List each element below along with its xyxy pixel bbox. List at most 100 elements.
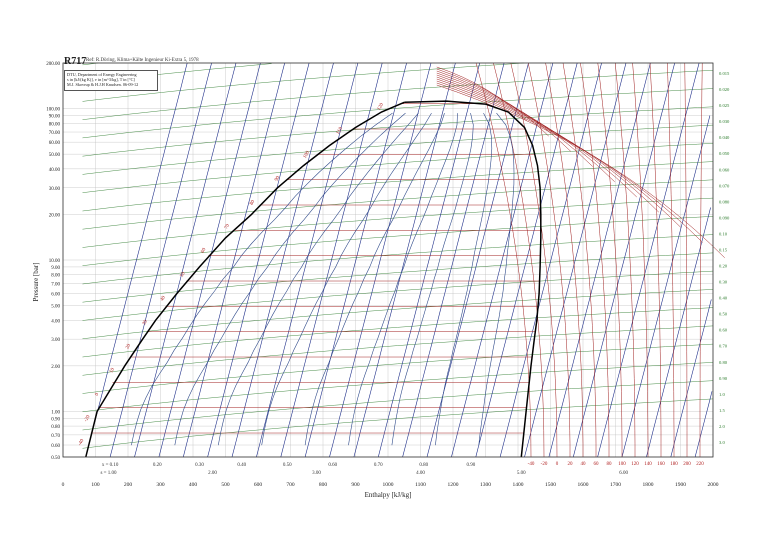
x-tick-label: 0 [62,482,65,488]
x-tick-label: 1900 [675,482,686,488]
y-tick-label: 50.00 [49,153,61,158]
x-tick-label: 700 [286,482,295,488]
isentrope-line [694,391,713,458]
x-tick-label: 600 [254,482,263,488]
y-tick-label: 2.00 [51,365,60,370]
isotherm-label: 120 [377,102,385,111]
quality-line [261,112,432,446]
isotherm-label: 30 [142,319,149,326]
y-tick-label: 9.00 [51,266,60,271]
quality-line [304,113,445,446]
volume-label: 0.020 [719,87,730,92]
isochore-lines [82,62,714,449]
x-tick-label: 100 [91,482,100,488]
isochore-line [82,289,714,340]
x-tick-label: 1300 [480,482,491,488]
y-tick-label: 6.00 [51,293,60,298]
isentrope-line [109,62,212,458]
isotherm-line [562,62,597,457]
isotherm-line [580,62,610,457]
isochore-line [82,234,714,285]
volume-label: 0.20 [719,264,728,269]
isotherm-line [614,62,636,457]
volume-label: 0.050 [719,151,730,156]
y-tick-label: 0.90 [51,417,60,422]
y-tick-label: 30.00 [49,187,61,192]
isochore-line [82,270,714,321]
isotherm-line [475,62,532,458]
y-axis-ticks: 0.50 0.60 0.70 0.80 0.90 1.00 2.00 3.00 4.00 5.00… [46,62,60,461]
isochore-line [82,197,714,248]
volume-label: 3.0 [719,440,725,445]
isotherm-arc [436,66,527,122]
isochore-line [82,380,714,431]
y-tick-label: 5.00 [51,305,60,310]
y-tick-label: 0.50 [51,456,60,461]
isotherm-line [649,62,662,457]
isochore-line [82,179,714,230]
plot-frame [62,62,714,458]
y-tick-label: 3.00 [51,338,60,343]
isentrope-line [499,62,602,458]
volume-label: 1.0 [719,392,725,397]
isochore-line [82,252,714,303]
volume-label: 0.030 [719,119,730,124]
isotherm-line [545,62,584,457]
volume-label: 0.70 [719,344,728,349]
isotherm-label: 110 [336,126,344,135]
isotherm-label-bottom: 0 [556,462,559,467]
x-tick-label: 1000 [383,482,394,488]
quality-line [174,112,406,446]
isentrope-line [280,62,383,458]
volume-label: 0.040 [719,135,730,140]
quality-line [391,113,474,446]
y-tick-label: 0.80 [51,425,60,430]
chart-subtitle: Ref: R.Döring, Klima+Kälte Ingenieur Ki-… [86,58,199,63]
x-tick-label: 400 [189,482,198,488]
isotherm-arc [436,84,725,258]
y-tick-label: 10.00 [49,259,61,264]
isotherm-label: 70 [224,223,231,230]
isentrope-line [621,115,711,458]
isochore-line [82,70,714,120]
isotherm-label-bottom: 80 [607,462,613,467]
volume-label: 0.015 [719,71,730,76]
y-tick-label: 90.00 [49,115,61,120]
isotherm-arc [436,78,659,213]
isotherm-lines [90,62,725,458]
y-tick-label: 0.60 [51,444,60,449]
quality-label: 0.70 [374,463,383,468]
volume-label: 1.5 [719,408,725,413]
isotherm-label: 20 [125,343,132,350]
isentrope-line [402,62,505,458]
y-axis-label: Pressure [bar] [32,262,40,301]
isentrope-line [207,62,310,458]
isentrope-line [597,62,700,458]
volume-label: 0.090 [719,215,730,220]
saturated-vapor-line [404,100,542,458]
volume-label: 0.30 [719,280,728,285]
volume-label: 0.90 [719,376,728,381]
volume-label: 0.60 [719,328,728,333]
isochore-line [82,124,714,175]
isentrope-line [670,299,712,458]
isotherm-label-bottom: 140 [644,462,652,467]
isotherm-label-bottom: -40 [528,462,535,467]
quality-line [218,112,419,446]
x-tick-label: 2000 [708,482,719,488]
volume-label: 0.10 [719,231,728,236]
isotherm-line [597,62,623,457]
x-tick-label: 1100 [415,482,426,488]
isochore-line [82,325,714,376]
y-tick-label: 70.00 [49,131,61,136]
isochore-line [82,161,714,212]
info-line: M.J. Skovrup & H.J.H Knudsen. 06-09-12 [67,82,139,87]
quality-line [478,112,515,446]
isotherm-line [699,62,703,457]
y-tick-label: 100.00 [46,108,60,113]
info-line: DTU, Department of Energy Engineering [67,72,137,77]
x-tick-label: 1200 [448,482,459,488]
isotherm-label: 90 [274,175,281,182]
quality-line [131,112,393,446]
